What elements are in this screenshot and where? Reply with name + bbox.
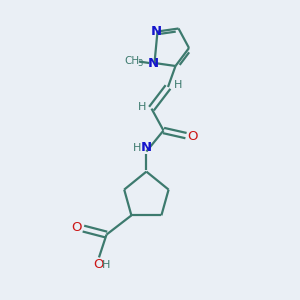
Text: N: N — [150, 25, 162, 38]
Text: H: H — [173, 80, 182, 90]
Text: H: H — [138, 102, 147, 112]
Text: O: O — [93, 257, 104, 271]
Text: O: O — [71, 220, 82, 234]
Text: 3: 3 — [137, 59, 142, 68]
Text: N: N — [141, 141, 152, 154]
Text: CH: CH — [125, 56, 140, 66]
Text: N: N — [147, 57, 159, 70]
Text: H: H — [102, 260, 111, 271]
Text: O: O — [187, 130, 198, 143]
Text: H: H — [133, 143, 142, 153]
